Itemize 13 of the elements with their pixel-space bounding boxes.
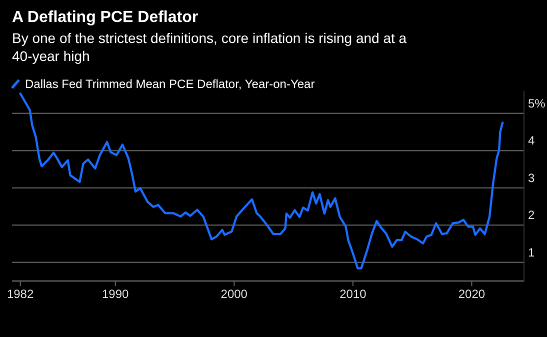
chart-subtitle: By one of the strictest definitions, core inflation is rising and at a 40-year high	[12, 30, 407, 64]
x-tick-label: 2000	[220, 287, 248, 301]
y-tick-label: 3	[528, 170, 535, 185]
x-tick-label: 2010	[340, 287, 367, 301]
x-tick-label: 2020	[458, 287, 486, 301]
x-tick-label: 1982	[6, 287, 34, 301]
y-tick-label: 4	[528, 134, 535, 148]
y-tick-label: 1	[528, 245, 535, 260]
chart-title: A Deflating PCE Deflator	[12, 9, 198, 26]
y-tick-label: 2	[528, 208, 535, 222]
legend-label: Dallas Fed Trimmed Mean PCE Deflator, Year-on-Year	[25, 77, 315, 91]
y-tick-label: 5%	[528, 96, 546, 110]
x-tick-label: 1990	[102, 287, 130, 301]
